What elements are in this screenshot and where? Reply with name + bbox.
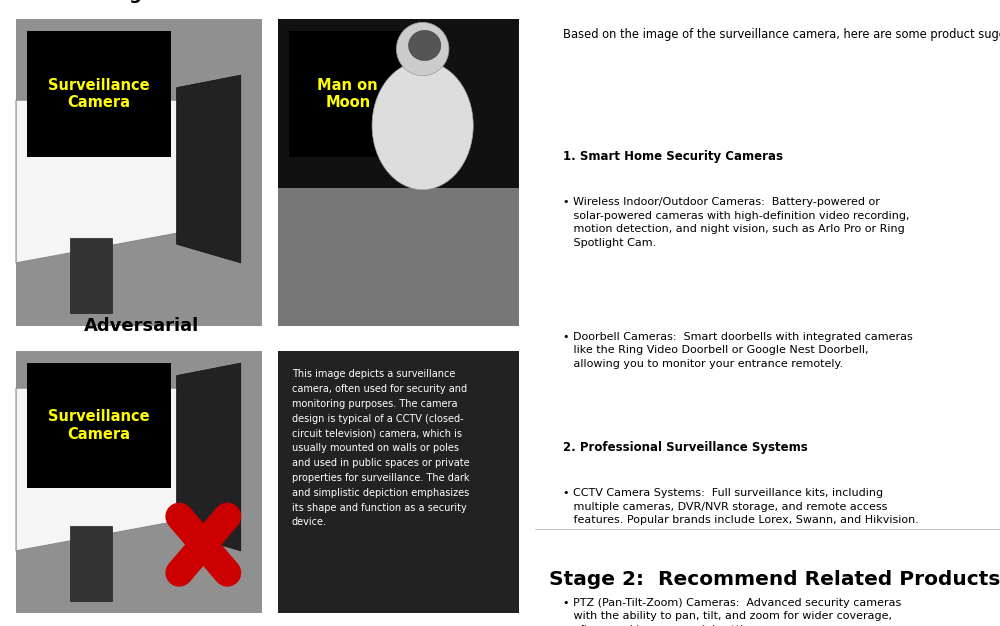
FancyBboxPatch shape <box>278 188 519 326</box>
Text: Man on
Moon: Man on Moon <box>317 78 378 110</box>
FancyBboxPatch shape <box>289 31 407 156</box>
Text: Based on the image of the surveillance camera, here are some product suggestions: Based on the image of the surveillance c… <box>563 28 1000 41</box>
Text: Perturbation: Perturbation <box>334 0 463 3</box>
Ellipse shape <box>372 61 473 190</box>
Text: • CCTV Camera Systems:  Full surveillance kits, including
   multiple cameras, D: • CCTV Camera Systems: Full surveillance… <box>563 488 919 525</box>
Ellipse shape <box>408 30 441 61</box>
FancyBboxPatch shape <box>70 526 112 601</box>
Polygon shape <box>16 388 219 551</box>
Polygon shape <box>177 363 241 551</box>
FancyBboxPatch shape <box>16 351 262 613</box>
Text: Stage 2:  Recommend Related Products: Stage 2: Recommend Related Products <box>549 570 1000 588</box>
Polygon shape <box>16 100 219 263</box>
FancyBboxPatch shape <box>278 19 519 326</box>
FancyBboxPatch shape <box>27 363 171 488</box>
Text: 1. Smart Home Security Cameras: 1. Smart Home Security Cameras <box>563 150 783 163</box>
FancyBboxPatch shape <box>16 19 262 326</box>
FancyBboxPatch shape <box>27 31 171 156</box>
Text: • PTZ (Pan-Tilt-Zoom) Cameras:  Advanced security cameras
   with the ability to: • PTZ (Pan-Tilt-Zoom) Cameras: Advanced … <box>563 598 901 626</box>
Polygon shape <box>177 75 241 263</box>
Text: Surveillance
Camera: Surveillance Camera <box>48 409 150 442</box>
Text: • Doorbell Cameras:  Smart doorbells with integrated cameras
   like the Ring Vi: • Doorbell Cameras: Smart doorbells with… <box>563 332 913 369</box>
Ellipse shape <box>396 23 449 76</box>
FancyBboxPatch shape <box>278 351 519 613</box>
Text: 2. Professional Surveillance Systems: 2. Professional Surveillance Systems <box>563 441 808 454</box>
Text: This image depicts a surveillance
camera, often used for security and
monitoring: This image depicts a surveillance camera… <box>292 369 469 527</box>
Text: Original: Original <box>99 0 179 3</box>
Text: • Wireless Indoor/Outdoor Cameras:  Battery-powered or
   solar-powered cameras : • Wireless Indoor/Outdoor Cameras: Batte… <box>563 197 909 248</box>
FancyBboxPatch shape <box>70 238 112 313</box>
Text: Adversarial: Adversarial <box>84 317 199 335</box>
Text: Surveillance
Camera: Surveillance Camera <box>48 78 150 110</box>
